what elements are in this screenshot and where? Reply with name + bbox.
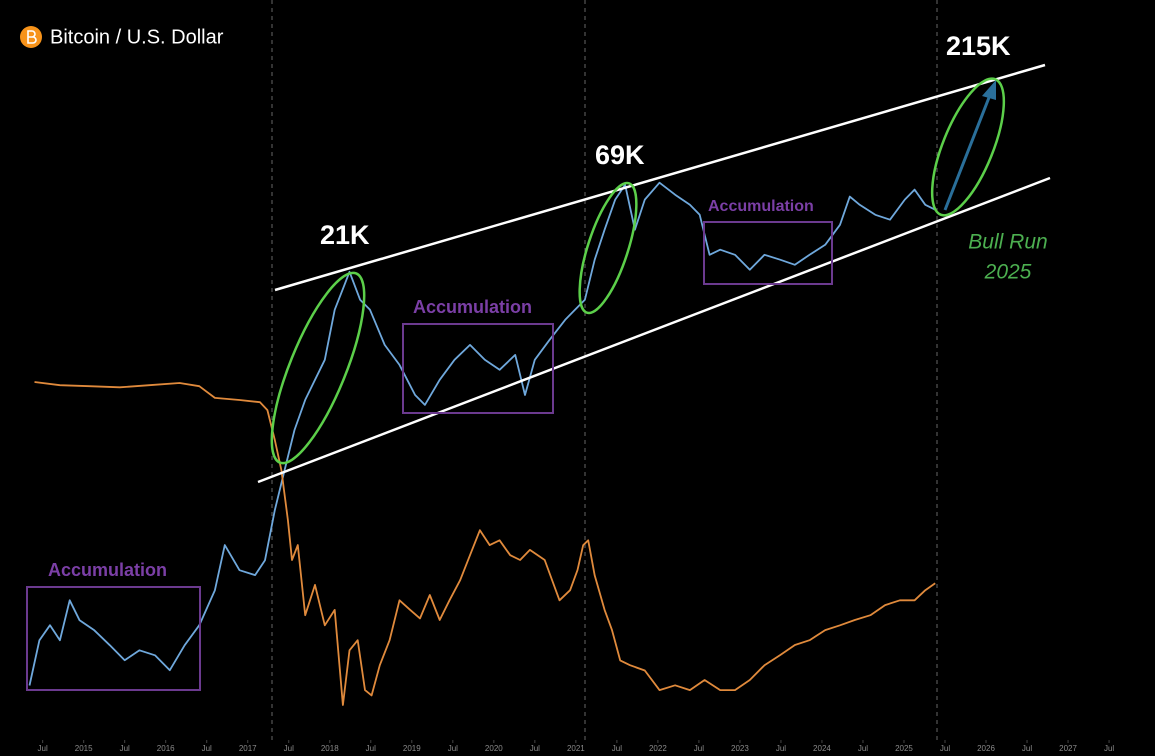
- x-tick-label: 2020: [485, 744, 503, 753]
- x-tick-label: 2019: [403, 744, 421, 753]
- annotation: 2025: [984, 261, 1032, 284]
- x-tick-label: 2024: [813, 744, 831, 753]
- bitcoin-icon-glyph: [27, 30, 37, 44]
- x-tick-label: 2016: [157, 744, 175, 753]
- x-tick-label: Jul: [120, 744, 130, 753]
- annotation: Accumulation: [48, 560, 167, 580]
- x-tick-label: Jul: [858, 744, 868, 753]
- annotation: Bull Run: [968, 231, 1047, 254]
- x-tick-label: 2026: [977, 744, 995, 753]
- price-line: [34, 381, 936, 706]
- run-ellipse: [930, 77, 1006, 217]
- x-tick-label: 2017: [239, 744, 257, 753]
- accumulation-box: [703, 221, 833, 285]
- x-tick-label: Jul: [1104, 744, 1114, 753]
- x-tick-label: Jul: [776, 744, 786, 753]
- accumulation-box: [26, 586, 201, 691]
- annotation: 69K: [595, 140, 645, 170]
- arrow: [943, 94, 992, 211]
- ellipses: [270, 77, 1006, 465]
- x-tick-label: 2027: [1059, 744, 1077, 753]
- x-tick-label: Jul: [694, 744, 704, 753]
- annotation: 21K: [320, 220, 370, 250]
- channel-top: [274, 63, 1046, 292]
- channel-bottom: [257, 176, 1051, 484]
- period-dividers: [271, 0, 938, 740]
- x-tick-label: 2025: [895, 744, 913, 753]
- x-tick-label: Jul: [940, 744, 950, 753]
- x-tick-label: 2022: [649, 744, 667, 753]
- x-tick-label: 2015: [75, 744, 93, 753]
- x-tick-label: Jul: [530, 744, 540, 753]
- chart-title: Bitcoin / U.S. Dollar: [50, 26, 224, 48]
- x-tick-label: 2018: [321, 744, 339, 753]
- x-tick-label: Jul: [202, 744, 212, 753]
- x-tick-label: Jul: [366, 744, 376, 753]
- channel: [257, 63, 1051, 484]
- x-tick-label: Jul: [612, 744, 622, 753]
- annotation: 215K: [946, 31, 1011, 61]
- x-tick-label: Jul: [284, 744, 294, 753]
- run-ellipse: [578, 181, 638, 315]
- x-tick-label: Jul: [448, 744, 458, 753]
- boxes: [26, 221, 833, 691]
- annotation: Accumulation: [413, 297, 532, 317]
- arrow-head: [982, 80, 996, 100]
- price-line: [28, 181, 936, 686]
- x-tick-label: 2021: [567, 744, 585, 753]
- x-tick-label: Jul: [1022, 744, 1032, 753]
- accumulation-box: [402, 323, 554, 414]
- x-tick-label: 2023: [731, 744, 749, 753]
- marks: [28, 181, 936, 706]
- run-ellipse: [270, 271, 366, 465]
- x-tick-label: Jul: [38, 744, 48, 753]
- annotation: Accumulation: [708, 198, 814, 215]
